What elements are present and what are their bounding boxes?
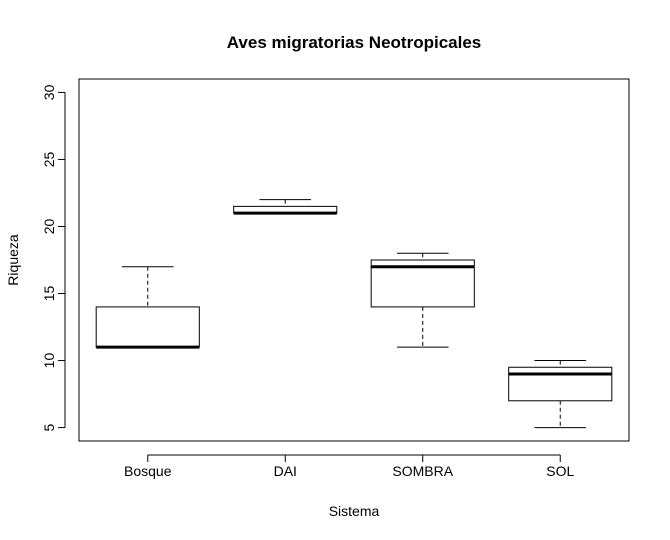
y-tick-label: 10 bbox=[41, 353, 57, 369]
box-sol bbox=[508, 360, 613, 429]
y-axis: 5 10 15 20 25 30 bbox=[41, 84, 66, 431]
x-axis: Bosque DAI SOMBRA SOL bbox=[124, 454, 574, 479]
x-axis-label: Sistema bbox=[329, 503, 380, 519]
box-dai bbox=[233, 199, 338, 215]
y-tick-label: 25 bbox=[41, 151, 57, 167]
x-tick-label: SOL bbox=[546, 463, 574, 479]
y-axis-label: Riqueza bbox=[5, 234, 21, 286]
y-tick-label: 15 bbox=[41, 286, 57, 302]
iqr-box bbox=[95, 306, 200, 348]
y-tick-label: 30 bbox=[41, 84, 57, 100]
x-tick-label: Bosque bbox=[124, 463, 172, 479]
plot-frame bbox=[78, 78, 630, 442]
x-tick-label: DAI bbox=[274, 463, 297, 479]
iqr-box bbox=[508, 366, 613, 402]
box-sombra bbox=[370, 252, 475, 348]
chart-title: Aves migratorias Neotropicales bbox=[227, 33, 481, 52]
y-tick-label: 20 bbox=[41, 218, 57, 234]
box-bosque bbox=[95, 266, 200, 349]
x-tick-label: SOMBRA bbox=[392, 463, 453, 479]
box-series bbox=[95, 199, 613, 429]
y-tick-label: 5 bbox=[41, 423, 57, 431]
